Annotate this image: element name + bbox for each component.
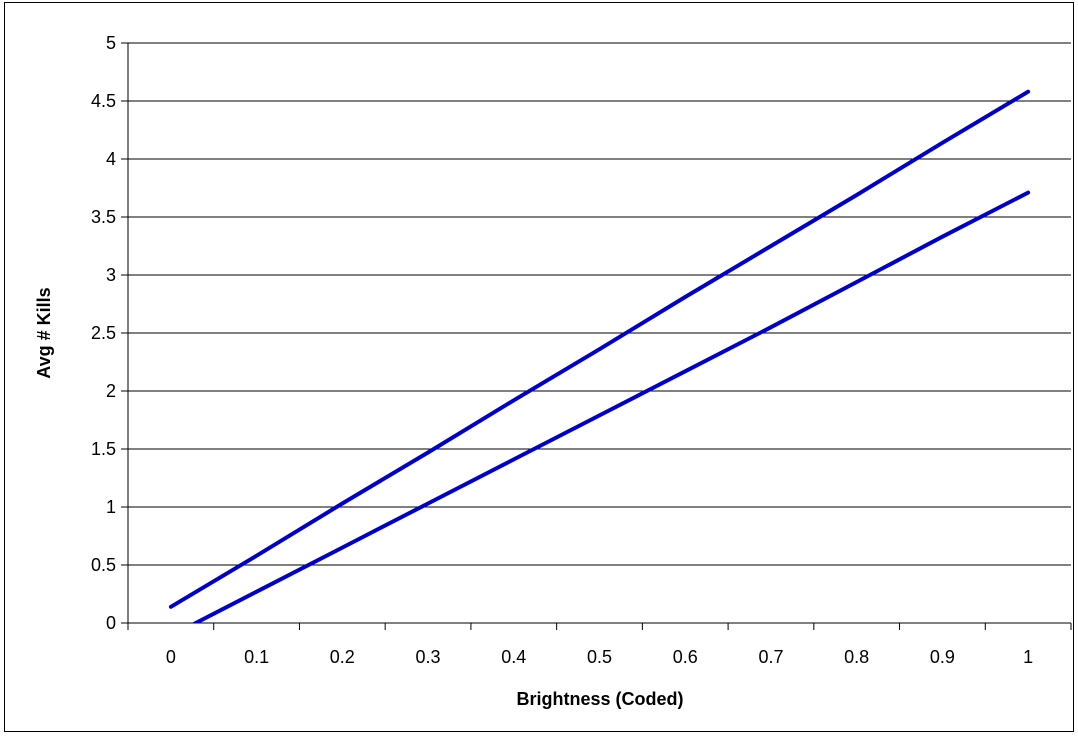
y-tick-label: 1.5 <box>91 439 116 459</box>
gridlines <box>128 42 1071 566</box>
y-tick-label: 0 <box>106 613 116 633</box>
y-tick-labels: 0 0.5 1 1.5 2 2.5 3 3.5 4 4.5 5 <box>91 33 116 633</box>
y-tick-label: 4 <box>106 149 116 169</box>
x-tick-label: 0.4 <box>501 647 526 667</box>
y-tick-label: 4.5 <box>91 91 116 111</box>
series-line-1 <box>168 89 1031 609</box>
y-tick-label: 3.5 <box>91 207 116 227</box>
series-line-2 <box>191 190 1031 623</box>
y-tick-label: 1 <box>106 497 116 517</box>
y-tick-label: 0.5 <box>91 555 116 575</box>
x-tick-label: 0.2 <box>330 647 355 667</box>
x-tick-label: 0.7 <box>758 647 783 667</box>
series-lines <box>168 89 1031 623</box>
x-tick-labels: 0 0.1 0.2 0.3 0.4 0.5 0.6 0.7 0.8 0.9 1 <box>166 647 1033 667</box>
x-tick-label: 0.9 <box>930 647 955 667</box>
axes <box>121 42 1072 630</box>
x-axis-title: Brightness (Coded) <box>516 689 683 709</box>
y-axis-title: Avg # Kills <box>34 287 54 378</box>
x-tick-label: 0.1 <box>244 647 269 667</box>
chart-frame <box>4 2 1074 732</box>
x-tick-label: 0.6 <box>673 647 698 667</box>
y-tick-label: 2.5 <box>91 323 116 343</box>
y-tick-label: 5 <box>106 33 116 53</box>
y-tick-label: 3 <box>106 265 116 285</box>
x-tick-label: 0.8 <box>844 647 869 667</box>
x-tick-label: 1 <box>1023 647 1033 667</box>
y-tick-label: 2 <box>106 381 116 401</box>
x-tick-label: 0.3 <box>416 647 441 667</box>
x-tick-label: 0 <box>166 647 176 667</box>
x-tick-label: 0.5 <box>587 647 612 667</box>
